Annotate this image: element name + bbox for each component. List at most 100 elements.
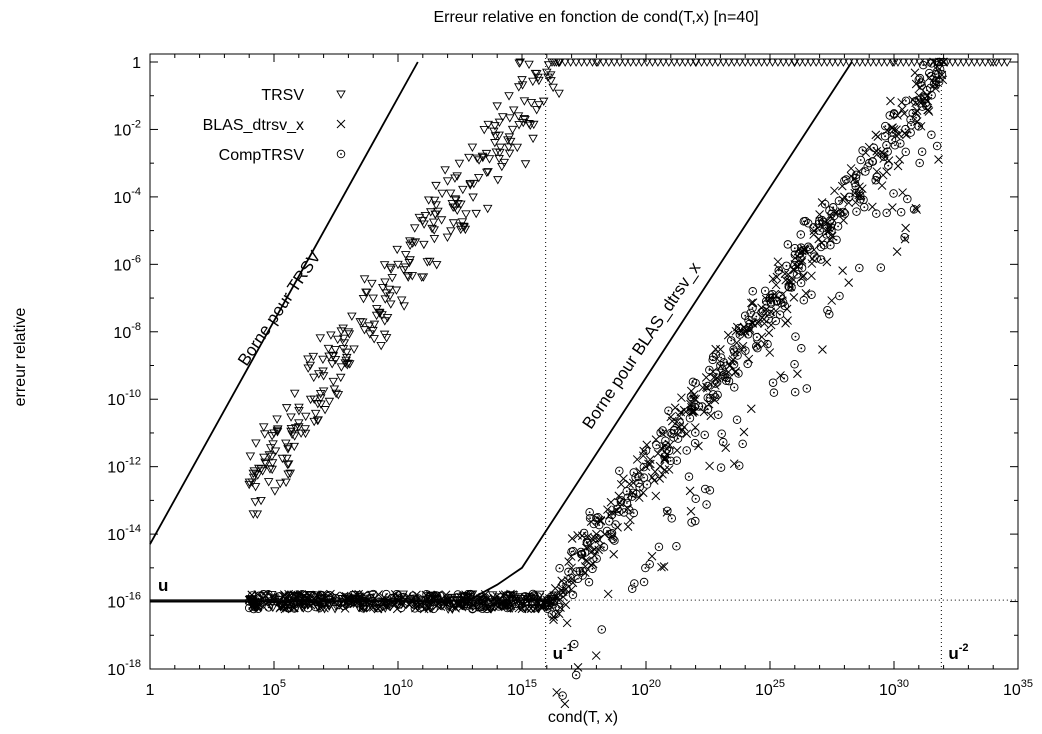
- marker-ring: [927, 90, 936, 100]
- marker-dot: [838, 200, 840, 202]
- marker-ring: [827, 219, 837, 228]
- marker-dot: [618, 469, 621, 472]
- data-point: [605, 510, 614, 520]
- data-point: [364, 322, 374, 331]
- data-point: [611, 520, 620, 529]
- marker-ring: [744, 323, 753, 333]
- marker-ring: [395, 600, 405, 609]
- marker-ring: [774, 266, 784, 275]
- marker-dot: [625, 490, 628, 493]
- marker-dot: [694, 497, 697, 500]
- data-point: [472, 154, 482, 164]
- marker-dot: [736, 418, 738, 421]
- marker-dot: [694, 382, 697, 385]
- data-point: [524, 60, 534, 70]
- marker-ring: [711, 379, 720, 388]
- data-point: [906, 115, 915, 124]
- data-point: [580, 548, 590, 557]
- marker-dot: [738, 327, 740, 330]
- data-point: [399, 302, 409, 311]
- data-point: [309, 592, 318, 601]
- data-point: [916, 121, 926, 131]
- data-point: [783, 240, 793, 249]
- data-point: [889, 125, 899, 134]
- data-point: [423, 196, 434, 205]
- data-point: [924, 107, 934, 116]
- marker-dot: [597, 516, 599, 519]
- data-point: [629, 468, 639, 477]
- marker-ring: [885, 111, 895, 120]
- marker-dot: [434, 594, 437, 597]
- marker-dot: [288, 594, 291, 597]
- data-point: [784, 58, 794, 67]
- data-point: [318, 387, 329, 396]
- marker-dot: [844, 212, 846, 215]
- marker-ring: [597, 625, 606, 634]
- data-point: [344, 360, 355, 369]
- data-point: [798, 246, 808, 255]
- data-point: [517, 76, 527, 85]
- data-point: [702, 58, 712, 67]
- marker-ring: [569, 639, 579, 649]
- data-point: [320, 603, 329, 613]
- marker-ring: [939, 57, 948, 67]
- data-point: [533, 592, 542, 601]
- marker-dot: [862, 198, 865, 201]
- marker-dot: [494, 600, 497, 603]
- marker-dot: [760, 311, 763, 314]
- data-point: [393, 260, 403, 270]
- data-point: [883, 147, 892, 156]
- data-point: [450, 174, 460, 183]
- x-tick-label: 105: [262, 678, 286, 699]
- marker-dot: [706, 396, 709, 399]
- data-point: [734, 323, 744, 333]
- data-point: [682, 446, 691, 455]
- data-point: [639, 577, 649, 587]
- marker-ring: [869, 143, 879, 153]
- marker-ring: [819, 240, 829, 250]
- data-point: [705, 365, 714, 375]
- marker-ring: [660, 452, 669, 462]
- marker-dot: [583, 532, 585, 534]
- data-point: [483, 168, 493, 177]
- marker-ring: [422, 589, 431, 599]
- data-point: [252, 471, 263, 480]
- data-point: [414, 594, 423, 603]
- data-point: [315, 394, 326, 403]
- data-point: [567, 547, 576, 556]
- marker-ring: [760, 286, 770, 296]
- marker-dot: [340, 153, 342, 155]
- data-point: [552, 688, 562, 697]
- marker-ring: [616, 496, 626, 505]
- marker-dot: [904, 99, 907, 102]
- data-point: [403, 273, 413, 282]
- marker-dot: [859, 195, 862, 197]
- marker-dot: [524, 595, 526, 598]
- data-point: [267, 459, 278, 468]
- bound-line-label: Borne pour TRSV: [234, 247, 325, 369]
- data-point: [602, 526, 612, 536]
- data-point: [779, 374, 789, 383]
- marker-dot: [552, 594, 555, 597]
- marker-ring: [931, 69, 941, 79]
- data-point: [642, 480, 652, 489]
- data-point: [934, 155, 943, 164]
- legend-marker: [336, 90, 346, 99]
- data-point: [765, 309, 775, 319]
- data-point: [528, 77, 538, 87]
- data-point: [614, 58, 625, 67]
- data-point: [286, 427, 296, 437]
- marker-ring: [841, 175, 851, 184]
- marker-dot: [769, 297, 771, 299]
- marker-ring: [918, 102, 927, 111]
- data-point: [548, 83, 558, 93]
- marker-ring: [729, 360, 739, 369]
- marker-dot: [719, 364, 722, 367]
- marker-dot: [884, 135, 886, 138]
- data-point: [623, 522, 633, 531]
- marker-dot: [508, 606, 511, 609]
- marker-dot: [690, 395, 692, 398]
- marker-ring: [468, 604, 477, 613]
- marker-ring: [554, 602, 564, 612]
- data-point: [685, 414, 695, 423]
